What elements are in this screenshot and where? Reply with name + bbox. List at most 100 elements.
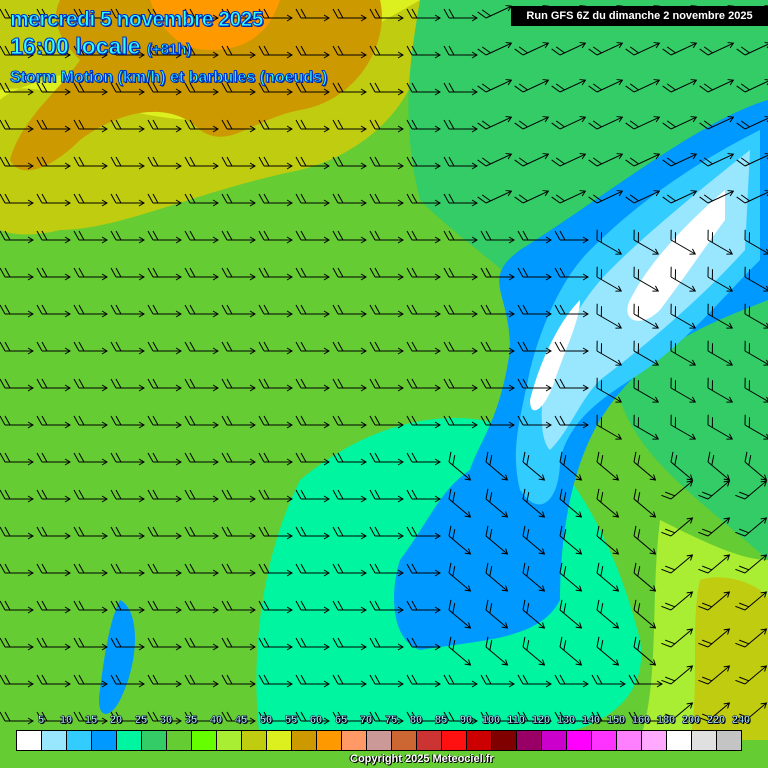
wind-barb-arrow-icon [369,82,404,96]
wind-barb-arrow-icon [514,190,550,204]
wind-barb-arrow-icon [662,116,698,130]
wind-barb-arrow-icon [332,304,367,318]
wind-barb-arrow-icon [625,116,661,130]
wind-barb-arrow-icon [258,452,293,466]
wind-barb-arrow-icon [448,562,472,592]
wind-barb-arrow-icon [477,116,513,130]
wind-barb-arrow-icon [258,267,293,281]
copyright: Copyright 2025 Meteociel.fr [350,753,494,765]
legend-label: 200 [681,714,701,727]
wind-barb-arrow-icon [707,451,731,481]
wind-barb-arrow-icon [628,674,663,688]
wind-barb-arrow-icon [295,674,330,688]
wind-barb-arrow-icon [369,674,404,688]
wind-barb-arrow-icon [517,267,552,281]
wind-barb-arrow-icon [332,600,367,614]
wind-barb-arrow-icon [551,42,587,56]
legend-label: 140 [581,714,601,727]
wind-barb-arrow-icon [221,489,256,503]
wind-barb-arrow-icon [522,636,546,666]
wind-barb-arrow-icon [0,526,34,540]
wind-barb-arrow-icon [184,156,219,170]
wind-barb-arrow-icon [744,451,768,481]
wind-barb-arrow-icon [0,452,34,466]
wind-barb-arrow-icon [406,119,441,133]
wind-barb-arrow-icon [735,665,768,685]
wind-barb-arrow-icon [477,42,513,56]
wind-barb-arrow-icon [369,230,404,244]
wind-barb-arrow-icon [295,452,330,466]
legend-label: 80 [409,714,423,727]
wind-barb-arrow-icon [735,628,768,648]
wind-barb-arrow-icon [559,525,583,555]
wind-barb-arrow-icon [448,599,472,629]
wind-barb-arrow-icon [295,45,330,59]
wind-barb-arrow-icon [406,341,441,355]
wind-barb-arrow-icon [184,119,219,133]
wind-barb-arrow-icon [0,267,34,281]
wind-barb-arrow-icon [443,711,478,725]
parameter-title: Storm Motion (km/h) et barbules (noeuds) [9,69,328,87]
wind-barb-arrow-icon [628,711,663,725]
wind-barb-arrow-icon [517,415,552,429]
legend-label: 100 [481,714,501,727]
wind-barb-arrow-icon [477,190,513,204]
wind-barb-arrow-icon [258,415,293,429]
wind-barb-arrow-icon [110,193,145,207]
wind-barb-arrow-icon [596,340,623,366]
wind-barb-arrow-icon [744,229,768,255]
wind-barb-arrow-icon [551,190,587,204]
wind-barb-arrow-icon [406,600,441,614]
wind-barb-arrow-icon [258,119,293,133]
wind-barb-arrow-icon [295,563,330,577]
wind-barb-arrow-icon [369,304,404,318]
wind-barb-arrow-icon [699,79,735,93]
wind-barb-arrow-icon [332,119,367,133]
wind-barb-arrow-icon [480,304,515,318]
wind-barb-arrow-icon [448,488,472,518]
wind-barb-arrow-icon [332,674,367,688]
wind-barb-arrow-icon [73,341,108,355]
wind-barb-arrow-icon [332,378,367,392]
wind-barb-arrow-icon [258,341,293,355]
wind-barb-arrow-icon [36,711,71,725]
wind-barb-arrow-icon [258,8,293,22]
wind-barb-arrow-icon [332,563,367,577]
wind-barb-arrow-icon [0,415,34,429]
legend-label: 110 [507,714,525,727]
wind-barb-arrow-icon [36,526,71,540]
legend-label: 240 [731,714,751,727]
wind-barb-arrow-icon [406,45,441,59]
wind-barb-arrow-icon [698,480,731,500]
wind-barb-arrow-icon [661,480,694,500]
legend-swatch [292,731,317,750]
legend-swatch [42,731,67,750]
wind-barb-arrow-icon [670,414,697,440]
wind-barb-arrow-icon [184,304,219,318]
wind-barb-arrow-icon [110,563,145,577]
run-label: Run GFS 6Z du dimanche 2 novembre 2025 [511,6,768,26]
legend-label: 55 [284,714,298,727]
wind-barb-arrow-icon [480,230,515,244]
wind-barb-arrow-icon [698,628,731,648]
wind-barb-arrow-icon [184,415,219,429]
wind-barb-arrow-icon [596,303,623,329]
wind-barb-arrow-icon [110,156,145,170]
wind-barb-arrow-icon [184,526,219,540]
wind-barb-arrow-icon [147,230,182,244]
legend-swatch [717,731,741,750]
legend-swatch [92,731,117,750]
wind-barb-arrow-icon [406,452,441,466]
forecast-time-value: 16:00 locale [9,33,141,60]
legend-label: 25 [134,714,148,727]
wind-barb-arrow-icon [517,378,552,392]
wind-barb-arrow-icon [591,711,626,725]
wind-barb-arrow-icon [443,82,478,96]
wind-barb-arrow-icon [295,711,330,725]
wind-barb-arrow-icon [221,193,256,207]
wind-barb-arrow-icon [36,230,71,244]
wind-barb-arrow-icon [736,116,768,130]
wind-barb-arrow-icon [406,637,441,651]
wind-barb-arrow-icon [744,340,768,366]
wind-barb-arrow-icon [0,563,34,577]
